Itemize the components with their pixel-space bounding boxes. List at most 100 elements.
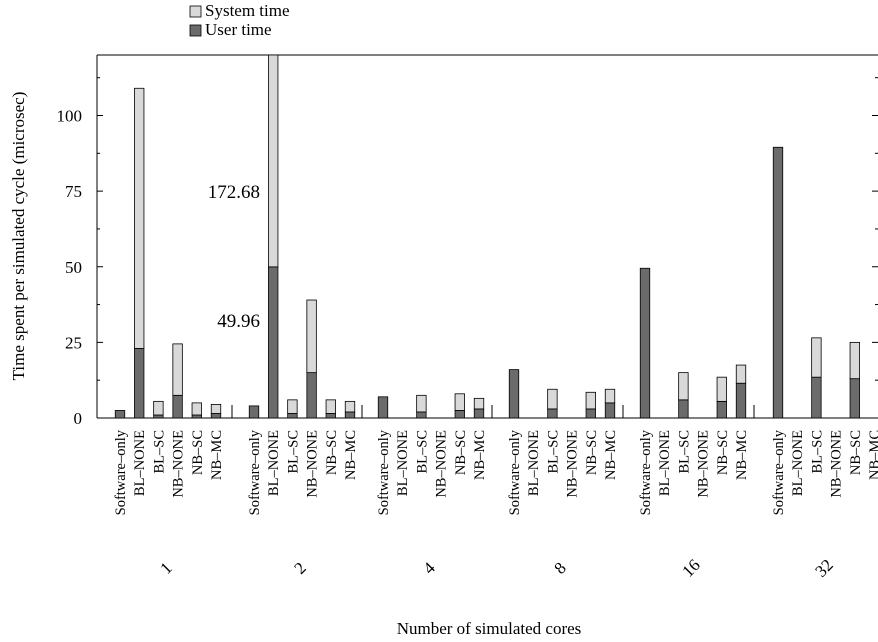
legend-label-system-time: System time [205,1,290,20]
bar-user-32-Software-only [772,146,784,419]
bar-label: NB–SC [453,430,469,475]
bar-user-32-BL-SC [811,376,822,419]
bar-user-2-NB-MC [344,411,356,419]
bar-label: NB–MC [603,430,619,480]
y-tick-label: 50 [65,258,82,277]
annotation-user-value: 49.96 [217,311,260,332]
bar-system-4-NB-MC [473,397,485,410]
bar-user-2-Software-only [248,405,260,419]
bar-system-8-NB-MC [604,388,616,404]
bar-label: NB–SC [584,430,600,475]
bar-user-8-NB-MC [604,402,616,419]
bar-user-16-Software-only [639,267,651,419]
bar-user-1-NB-SC [191,414,202,419]
bar-user-2-NB-NONE [306,372,317,419]
legend-label-user-time: User time [205,20,272,39]
bar-system-4-NB-SC [454,393,465,411]
bar-system-8-BL-SC [547,388,558,410]
group-label: 4 [419,558,439,578]
y-tick-label: 0 [74,409,83,428]
bar-user-4-NB-MC [473,408,485,419]
bar-system-2-BL-SC [287,399,298,414]
bar-system-1-BL-NONE [134,87,145,349]
bar-system-1-NB-SC [191,402,202,416]
group-label: 2 [290,558,309,577]
bar-system-1-BL-SC [153,400,164,416]
bar-label: NB–NONE [171,430,187,498]
bar-label: BL–SC [676,430,692,474]
bar-label: NB–SC [324,430,340,475]
bar-system-1-NB-NONE [172,343,183,396]
bar-label: NB–MC [472,430,488,480]
bar-system-16-BL-SC [678,372,689,401]
bar-label: NB–MC [867,430,878,480]
bar-label: BL–NONE [132,430,148,496]
bar-label: BL–NONE [526,430,542,496]
bar-user-1-BL-SC [153,414,164,419]
bar-label: BL–NONE [266,430,282,496]
bar-user-8-BL-SC [547,408,558,419]
bar-label: NB–MC [209,430,225,480]
group-label: 1 [156,558,175,577]
bar-label: BL–NONE [657,430,673,496]
legend: System time User time [189,1,290,39]
bar-user-2-BL-SC [287,413,298,419]
group-label: 32 [811,555,836,580]
bar-label: Software–only [638,429,654,515]
bar-user-32-NB-SC [849,378,860,419]
bar-user-2-NB-SC [325,413,336,419]
bar-label: NB–NONE [305,430,321,498]
bar-label: BL–SC [414,430,430,474]
bar-system-8-NB-SC [585,391,596,410]
bar-label: NB–NONE [434,430,450,498]
x-axis-title: Number of simulated cores [397,619,582,638]
bar-user-16-NB-MC [735,382,747,419]
y-tick-label: 100 [57,107,83,126]
y-tick-label: 25 [65,333,82,352]
bar-label: Software–only [507,429,523,515]
bar-user-4-BL-SC [416,411,427,419]
bar-system-1-NB-MC [210,403,222,414]
group-separators [231,405,755,418]
legend-swatch-system-time [189,5,202,18]
bar-label: Software–only [376,429,392,515]
bar-system-2-NB-MC [344,400,356,413]
y-tick-label: 75 [65,182,82,201]
bar-user-8-Software-only [508,369,520,419]
bar-user-2-BL-NONE [268,266,279,419]
bar-label: BL–SC [285,430,301,474]
bar-labels: Software–only BL–NONE BL–SC NB–NONE NB–SC NB–… [113,429,878,515]
annotation-total-value: 172.68 [208,182,260,203]
bar-system-16-NB-MC [735,364,747,384]
bar-label: Software–only [771,429,787,515]
group-labels: 1 2 4 8 16 32 [156,555,836,580]
y-axis-title: Time spent per simulated cycle (microsec… [9,92,28,381]
bar-system-2-NB-NONE [306,299,317,374]
bar-label: NB–NONE [696,430,712,498]
legend-swatch-user-time [189,24,202,37]
bar-label: NB–NONE [565,430,581,498]
bar-user-1-BL-NONE [134,348,145,419]
bar-system-32-NB-SC [849,341,860,380]
bar-label: BL–SC [809,430,825,474]
group-label: 8 [550,558,569,577]
bar-system-32-BL-SC [811,337,822,378]
bar-user-8-NB-SC [585,408,596,419]
bar-label: NB–MC [343,430,359,480]
bar-system-2-BL-NONE [268,54,279,268]
bar-label: NB–SC [848,430,864,475]
bar-user-16-BL-SC [678,399,689,419]
bar-label: Software–only [247,429,263,515]
bar-label: BL–NONE [790,430,806,496]
bar-label: NB–SC [190,430,206,475]
bar-user-1-Software-only [114,410,126,419]
bar-label: Software–only [113,429,129,515]
bar-system-4-BL-SC [416,394,427,413]
bar-user-1-NB-MC [210,413,222,419]
bar-system-16-NB-SC [716,376,727,402]
bar-label: BL–SC [545,430,561,474]
bars [114,54,860,419]
group-label: 16 [678,555,703,580]
y-ticks: 0 25 50 75 100 [57,77,878,428]
